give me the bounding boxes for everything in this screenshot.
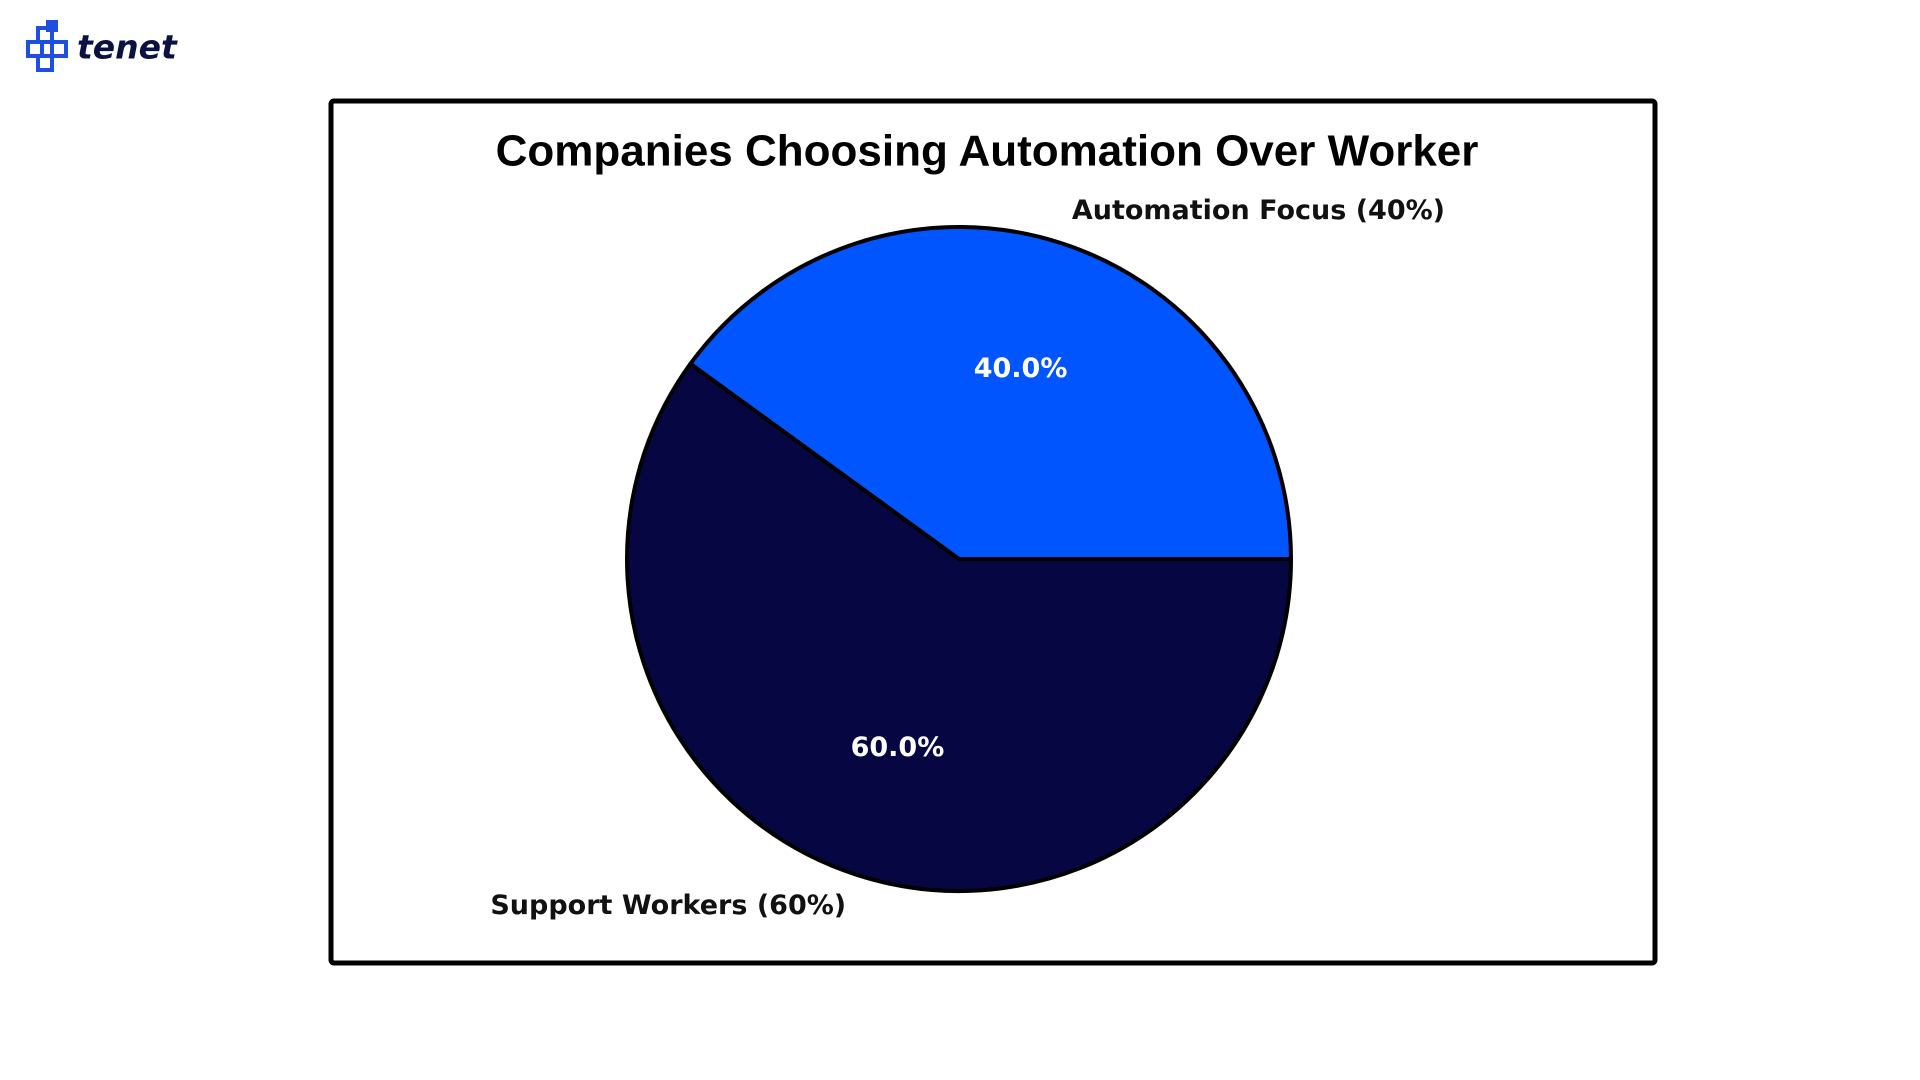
pie xyxy=(625,225,1293,893)
pie-slice xyxy=(688,225,1293,561)
slice-label: Automation Focus (40%) xyxy=(1072,195,1445,226)
pie-slice xyxy=(625,361,1293,893)
value-label: 60.0% xyxy=(851,732,945,763)
value-label: 40.0% xyxy=(974,353,1068,384)
logo-icon xyxy=(26,20,68,72)
chart-title: Companies Choosing Automation Over Worke… xyxy=(496,127,1479,176)
logo: tenet xyxy=(26,20,178,72)
brand: tenet xyxy=(77,28,178,67)
slice-label: Support Workers (60%) xyxy=(490,890,846,921)
